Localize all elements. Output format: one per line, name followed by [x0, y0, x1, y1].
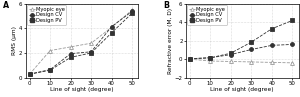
- Y-axis label: RMS (μm): RMS (μm): [12, 26, 17, 55]
- Text: B: B: [163, 1, 169, 10]
- Legend: Myopic eye, Design CV, Design PV: Myopic eye, Design CV, Design PV: [187, 5, 226, 25]
- Text: A: A: [3, 1, 9, 10]
- Legend: Myopic eye, Design CV, Design PV: Myopic eye, Design CV, Design PV: [27, 5, 67, 25]
- Y-axis label: Refractive error (M, D): Refractive error (M, D): [168, 8, 173, 74]
- X-axis label: Line of sight (degree): Line of sight (degree): [50, 87, 114, 92]
- X-axis label: Line of sight (degree): Line of sight (degree): [210, 87, 274, 92]
